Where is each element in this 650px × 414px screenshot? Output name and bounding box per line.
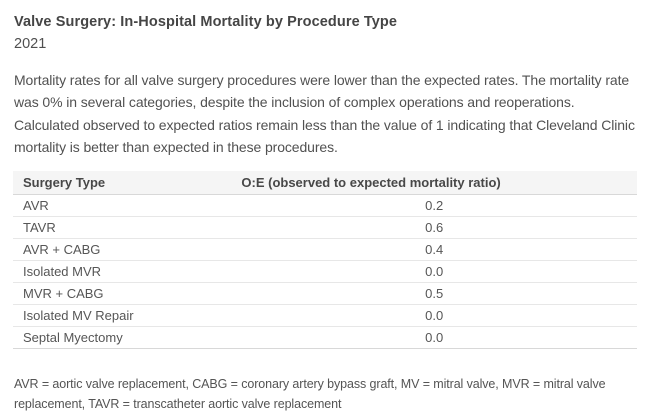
oe-ratio-cell: 0.4 — [231, 238, 637, 261]
table-row: TAVR 0.6 — [13, 216, 637, 239]
surgery-type-cell: AVR — [13, 194, 232, 217]
column-header-oe-ratio: O:E (observed to expected mortality rati… — [231, 170, 637, 195]
oe-ratio-cell: 0.2 — [231, 194, 637, 217]
surgery-type-cell: AVR + CABG — [13, 238, 232, 261]
table-row: AVR 0.2 — [13, 194, 637, 217]
oe-ratio-cell: 0.0 — [231, 304, 637, 327]
oe-ratio-cell: 0.0 — [231, 260, 637, 283]
report-year: 2021 — [14, 36, 47, 52]
surgery-type-cell: MVR + CABG — [13, 282, 232, 305]
table-row: Isolated MV Repair 0.0 — [13, 304, 637, 327]
surgery-type-cell: Isolated MVR — [13, 260, 232, 283]
table-header-row: Surgery Type O:E (observed to expected m… — [13, 170, 637, 195]
column-header-surgery-type: Surgery Type — [13, 170, 232, 195]
table-row: MVR + CABG 0.5 — [13, 282, 637, 305]
table-body: AVR 0.2 TAVR 0.6 AVR + CABG 0.4 Isolated MVR 0.… — [13, 194, 637, 349]
oe-ratio-cell: 0.5 — [231, 282, 637, 305]
summary-paragraph: Mortality rates for all valve surgery pr… — [14, 72, 635, 156]
page-title: Valve Surgery: In-Hospital Mortality by … — [14, 14, 398, 30]
oe-ratio-cell: 0.0 — [231, 326, 637, 349]
table-row: Isolated MVR 0.0 — [13, 260, 637, 283]
table-row: Septal Myectomy 0.0 — [13, 326, 637, 349]
table-row: AVR + CABG 0.4 — [13, 238, 637, 261]
surgery-type-cell: TAVR — [13, 216, 232, 239]
mortality-table: Surgery Type O:E (observed to expected m… — [13, 170, 637, 349]
surgery-type-cell: Septal Myectomy — [13, 326, 232, 349]
oe-ratio-cell: 0.6 — [231, 216, 637, 239]
surgery-type-cell: Isolated MV Repair — [13, 304, 232, 327]
abbreviation-footnote: AVR = aortic valve replacement, CABG = c… — [14, 376, 606, 411]
